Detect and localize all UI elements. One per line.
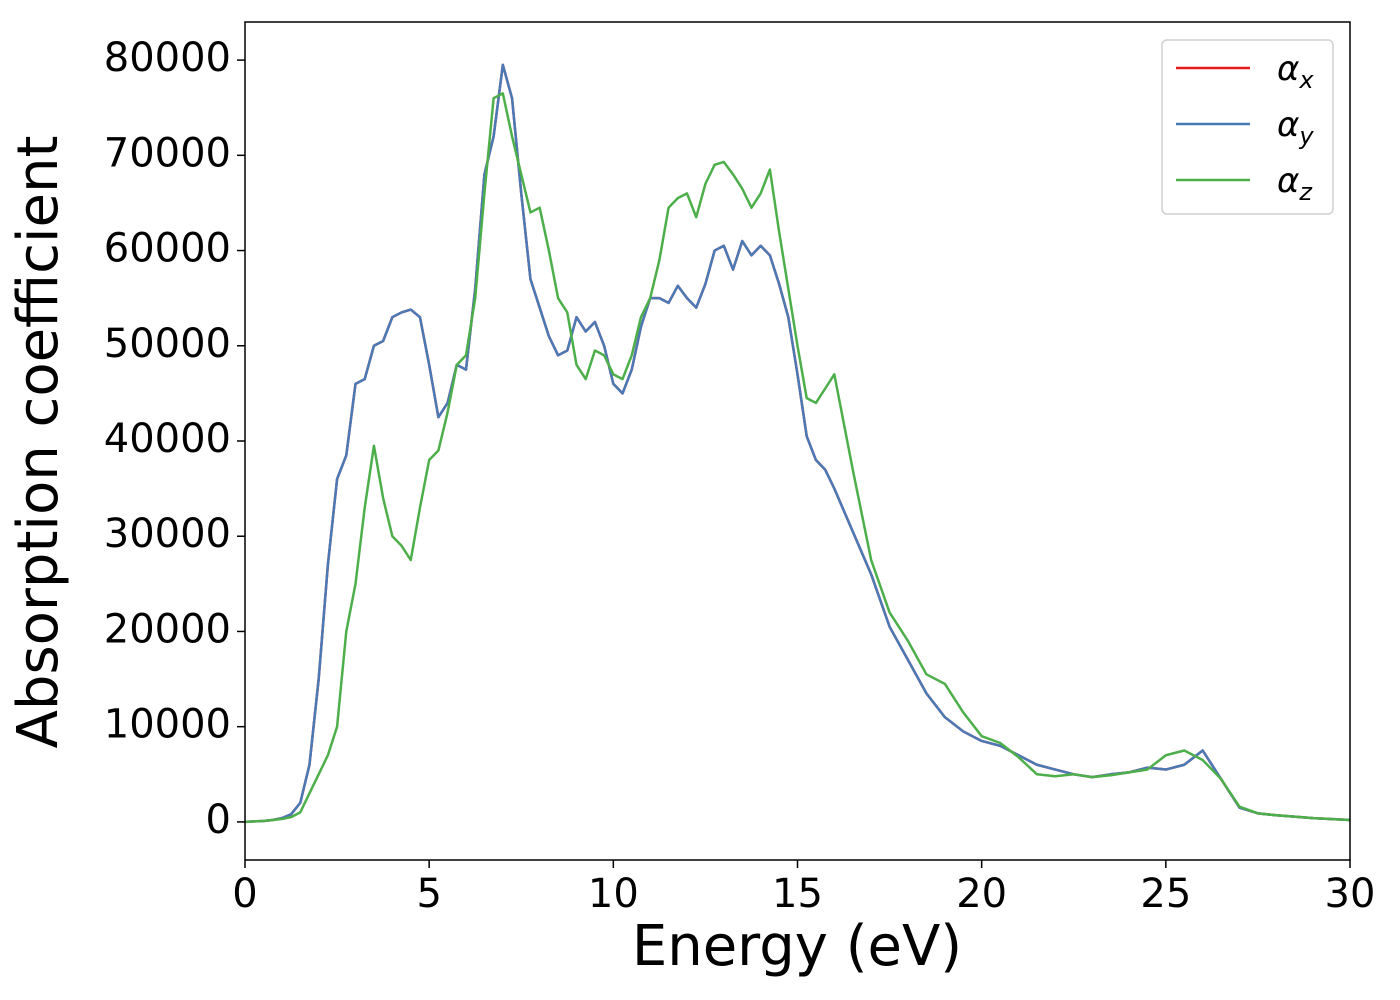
y-axis-label: Absorption coefficient — [6, 136, 71, 749]
data-line — [244, 92, 1351, 824]
x-tick-label: 20 — [956, 871, 1007, 917]
x-axis-label: Energy (eV) — [632, 914, 962, 979]
legend-label: αy — [1277, 105, 1314, 150]
y-tick-label: 10000 — [104, 702, 231, 748]
y-tick-label: 70000 — [104, 130, 231, 176]
y-tick-label: 80000 — [104, 35, 231, 81]
y-tick-label: 0 — [206, 797, 231, 843]
y-tick-label: 30000 — [104, 511, 231, 557]
x-tick-label: 25 — [1140, 871, 1191, 917]
y-tick-label: 40000 — [104, 416, 231, 462]
x-tick-label: 5 — [416, 871, 441, 917]
y-tick-label: 60000 — [104, 226, 231, 272]
legend-box — [1161, 39, 1334, 215]
x-tick-label: 10 — [588, 871, 639, 917]
x-tick-label: 0 — [232, 871, 257, 917]
plot-frame — [244, 21, 1351, 861]
legend-label: αx — [1277, 49, 1314, 94]
legend-label: αz — [1277, 161, 1313, 206]
y-tick-label: 50000 — [104, 321, 231, 367]
x-tick-label: 15 — [772, 871, 823, 917]
x-tick-label: 30 — [1325, 871, 1376, 917]
data-line — [244, 63, 1351, 824]
y-tick-label: 20000 — [104, 606, 231, 652]
